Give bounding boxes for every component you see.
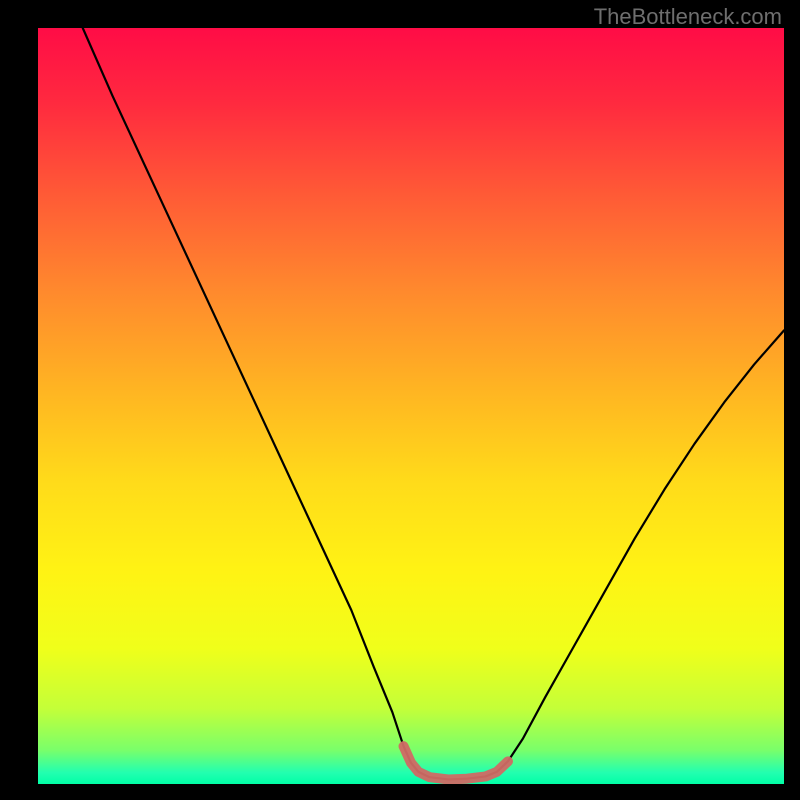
plot-area [38,28,784,784]
bottom-highlight [404,746,508,779]
chart-frame: TheBottleneck.com [0,0,800,800]
bottleneck-curve [83,28,784,779]
watermark-text: TheBottleneck.com [594,4,782,30]
curve-layer [38,28,784,784]
